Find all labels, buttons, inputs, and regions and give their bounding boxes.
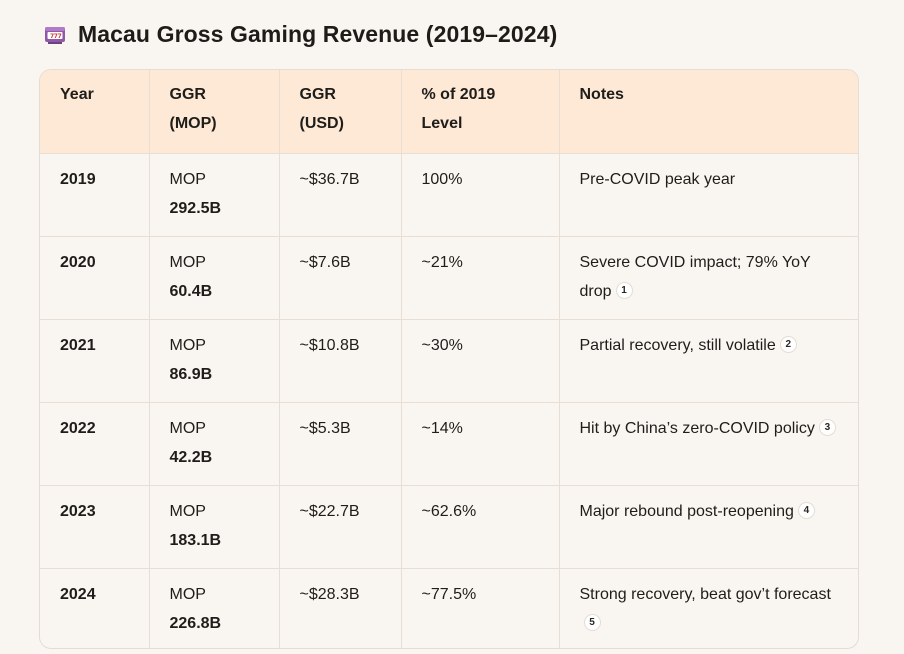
slot-machine-icon: 7 7 7 (44, 24, 66, 44)
cell-pct: ~30% (401, 319, 560, 403)
cell-ggr-mop: MOP 86.9B (149, 319, 280, 403)
cell-year: 2021 (40, 319, 150, 403)
header-ggr-mop: GGR (MOP) (149, 70, 280, 154)
citation-badge[interactable]: 1 (615, 282, 633, 299)
cell-notes: Severe COVID impact; 79% YoY drop 1 (559, 236, 858, 320)
table-row: 2021 MOP 86.9B ~$10.8B ~30% Partial recov… (40, 319, 858, 403)
cell-ggr-usd: ~$28.3B (279, 568, 402, 648)
table-row: 2024 MOP 226.8B ~$28.3B ~77.5% Strong rec… (40, 568, 858, 648)
table-row: 2023 MOP 183.1B ~$22.7B ~62.6% Major rebo… (40, 485, 858, 569)
cell-ggr-usd: ~$22.7B (279, 485, 402, 569)
table-row: 2019 MOP 292.5B ~$36.7B 100% Pre-COVID pe… (40, 153, 858, 237)
citation-badge[interactable]: 2 (779, 336, 797, 353)
header-year: Year (40, 70, 150, 154)
cell-pct: ~14% (401, 402, 560, 486)
table-header-row: Year GGR (MOP) GGR (USD) % of 2019 Level No… (40, 70, 858, 154)
citation-badge[interactable]: 4 (797, 502, 815, 519)
cell-ggr-mop: MOP 60.4B (149, 236, 280, 320)
cell-pct: ~21% (401, 236, 560, 320)
cell-pct: 100% (401, 153, 560, 237)
cell-year: 2020 (40, 236, 150, 320)
cell-notes: Major rebound post-reopening 4 (559, 485, 858, 569)
cell-ggr-usd: ~$10.8B (279, 319, 402, 403)
cell-year: 2022 (40, 402, 150, 486)
cell-ggr-mop: MOP 183.1B (149, 485, 280, 569)
svg-text:7: 7 (58, 33, 62, 40)
cell-notes: Pre-COVID peak year (559, 153, 858, 237)
cell-year: 2023 (40, 485, 150, 569)
header-ggr-usd: GGR (USD) (279, 70, 402, 154)
ggr-table-container: Year GGR (MOP) GGR (USD) % of 2019 Level No… (39, 69, 859, 649)
cell-notes: Partial recovery, still volatile 2 (559, 319, 858, 403)
cell-year: 2024 (40, 568, 150, 648)
cell-pct: ~77.5% (401, 568, 560, 648)
header-pct-2019: % of 2019 Level (401, 70, 560, 154)
svg-text:7: 7 (50, 33, 54, 40)
svg-text:7: 7 (54, 33, 58, 40)
cell-ggr-usd: ~$5.3B (279, 402, 402, 486)
cell-ggr-mop: MOP 42.2B (149, 402, 280, 486)
citation-badge[interactable]: 3 (818, 419, 836, 436)
title-row: 7 7 7 Macau Gross Gaming Revenue (2019–2… (44, 18, 557, 50)
table-row: 2020 MOP 60.4B ~$7.6B ~21% Severe COVID i… (40, 236, 858, 320)
cell-ggr-usd: ~$7.6B (279, 236, 402, 320)
citation-badge[interactable]: 5 (583, 614, 601, 631)
ggr-table: Year GGR (MOP) GGR (USD) % of 2019 Level No… (40, 70, 858, 648)
cell-ggr-mop: MOP 292.5B (149, 153, 280, 237)
header-notes: Notes (559, 70, 858, 154)
page-title: Macau Gross Gaming Revenue (2019–2024) (78, 20, 558, 47)
cell-notes: Strong recovery, beat gov’t forecast5 (559, 568, 858, 648)
cell-notes: Hit by China’s zero-COVID policy 3 (559, 402, 858, 486)
cell-ggr-mop: MOP 226.8B (149, 568, 280, 648)
cell-pct: ~62.6% (401, 485, 560, 569)
cell-year: 2019 (40, 153, 150, 237)
table-row: 2022 MOP 42.2B ~$5.3B ~14% Hit by China’s… (40, 402, 858, 486)
cell-ggr-usd: ~$36.7B (279, 153, 402, 237)
